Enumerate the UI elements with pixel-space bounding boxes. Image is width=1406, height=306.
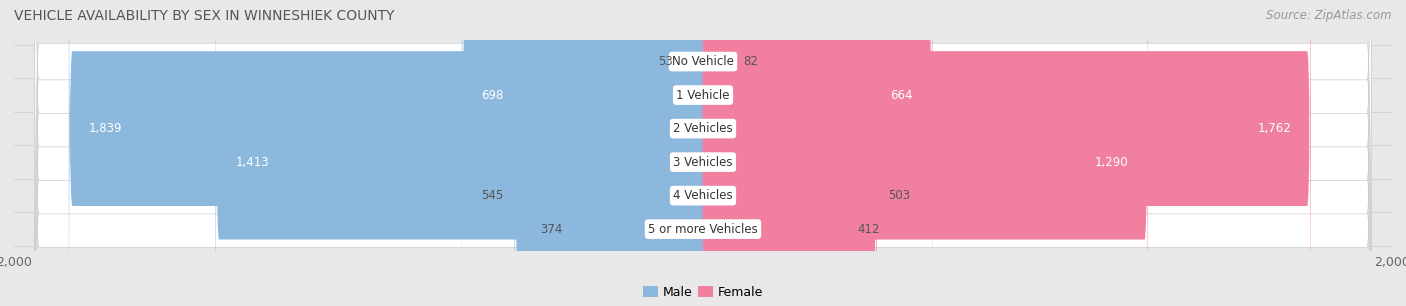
FancyBboxPatch shape	[703, 0, 1149, 306]
Text: 664: 664	[890, 88, 912, 102]
Text: 412: 412	[858, 223, 880, 236]
FancyBboxPatch shape	[35, 0, 1371, 306]
Text: 3 Vehicles: 3 Vehicles	[673, 156, 733, 169]
Text: 82: 82	[744, 55, 758, 68]
FancyBboxPatch shape	[703, 0, 845, 306]
Text: 503: 503	[889, 189, 911, 202]
Text: 1,839: 1,839	[89, 122, 122, 135]
Text: 698: 698	[481, 88, 503, 102]
FancyBboxPatch shape	[461, 0, 703, 306]
FancyBboxPatch shape	[35, 0, 1371, 306]
Text: 1 Vehicle: 1 Vehicle	[676, 88, 730, 102]
FancyBboxPatch shape	[35, 0, 1371, 306]
Text: 53: 53	[658, 55, 672, 68]
Text: No Vehicle: No Vehicle	[672, 55, 734, 68]
FancyBboxPatch shape	[35, 0, 1371, 306]
Text: 1,290: 1,290	[1095, 156, 1129, 169]
Text: 4 Vehicles: 4 Vehicles	[673, 189, 733, 202]
Text: 1,413: 1,413	[235, 156, 269, 169]
FancyBboxPatch shape	[574, 0, 703, 306]
FancyBboxPatch shape	[703, 0, 877, 306]
FancyBboxPatch shape	[35, 0, 1371, 306]
FancyBboxPatch shape	[703, 0, 733, 306]
FancyBboxPatch shape	[69, 0, 703, 306]
Text: VEHICLE AVAILABILITY BY SEX IN WINNESHIEK COUNTY: VEHICLE AVAILABILITY BY SEX IN WINNESHIE…	[14, 9, 395, 23]
FancyBboxPatch shape	[515, 0, 703, 306]
Text: 374: 374	[540, 223, 562, 236]
FancyBboxPatch shape	[215, 0, 703, 306]
FancyBboxPatch shape	[703, 0, 1310, 306]
Legend: Male, Female: Male, Female	[638, 281, 768, 304]
Text: 1,762: 1,762	[1257, 122, 1291, 135]
Text: Source: ZipAtlas.com: Source: ZipAtlas.com	[1267, 9, 1392, 22]
Text: 2 Vehicles: 2 Vehicles	[673, 122, 733, 135]
Text: 545: 545	[481, 189, 503, 202]
FancyBboxPatch shape	[35, 0, 1371, 306]
FancyBboxPatch shape	[703, 0, 932, 306]
FancyBboxPatch shape	[685, 0, 703, 306]
Text: 5 or more Vehicles: 5 or more Vehicles	[648, 223, 758, 236]
